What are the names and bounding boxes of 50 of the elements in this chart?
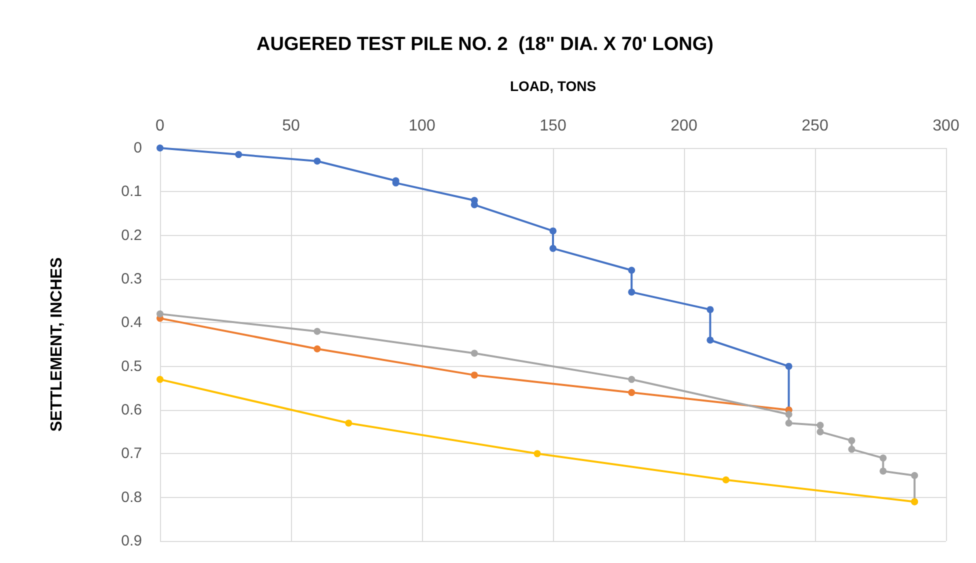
point — [235, 151, 242, 158]
point — [156, 376, 164, 383]
point — [722, 476, 730, 484]
point — [816, 422, 824, 429]
point — [785, 420, 792, 427]
x-tick-label: 250 — [802, 118, 828, 134]
y-tick-label: 0.7 — [121, 445, 142, 462]
point — [785, 410, 792, 418]
point — [628, 288, 636, 296]
x-tick-label: 300 — [932, 118, 960, 134]
point — [816, 428, 824, 436]
point — [706, 306, 714, 314]
x-tick-label: 150 — [540, 118, 566, 134]
point — [550, 244, 556, 252]
point — [848, 437, 856, 444]
point — [706, 336, 714, 344]
point — [628, 266, 636, 274]
y-tick-label: 0.1 — [121, 183, 142, 200]
x-tick-label: 100 — [408, 118, 436, 134]
x-axis-title: LOAD, TONS — [510, 78, 596, 94]
point — [911, 472, 918, 479]
point — [880, 454, 887, 462]
y-tick-label: 0.8 — [121, 488, 142, 506]
point — [785, 362, 792, 370]
y-axis-title: SETTLEMENT, INCHES — [48, 257, 66, 432]
y-tick-label: 0.3 — [121, 270, 142, 288]
point — [550, 227, 556, 234]
point — [628, 376, 636, 383]
x-tick-label: 200 — [670, 118, 698, 134]
x-tick-label: 0 — [156, 118, 165, 134]
y-tick-label: 0.5 — [121, 358, 142, 375]
point — [848, 446, 856, 453]
point — [470, 350, 478, 357]
y-tick-label: 0.2 — [121, 226, 142, 244]
y-tick-label: 0.9 — [121, 532, 142, 550]
point — [156, 310, 164, 318]
x-tick-label: 50 — [282, 118, 300, 134]
point — [314, 158, 321, 165]
point — [314, 328, 321, 335]
point — [345, 420, 352, 427]
chart-title: AUGERED TEST PILE NO. 2 (18" DIA. X 70' LONG) — [256, 34, 714, 55]
point — [156, 144, 164, 152]
point — [314, 345, 321, 352]
point — [628, 389, 636, 396]
y-tick-label: 0.4 — [121, 314, 142, 332]
y-tick-label: 0 — [134, 140, 142, 156]
point — [880, 468, 887, 475]
point — [470, 372, 478, 379]
point — [534, 450, 541, 458]
y-tick-label: 0.6 — [121, 402, 142, 418]
